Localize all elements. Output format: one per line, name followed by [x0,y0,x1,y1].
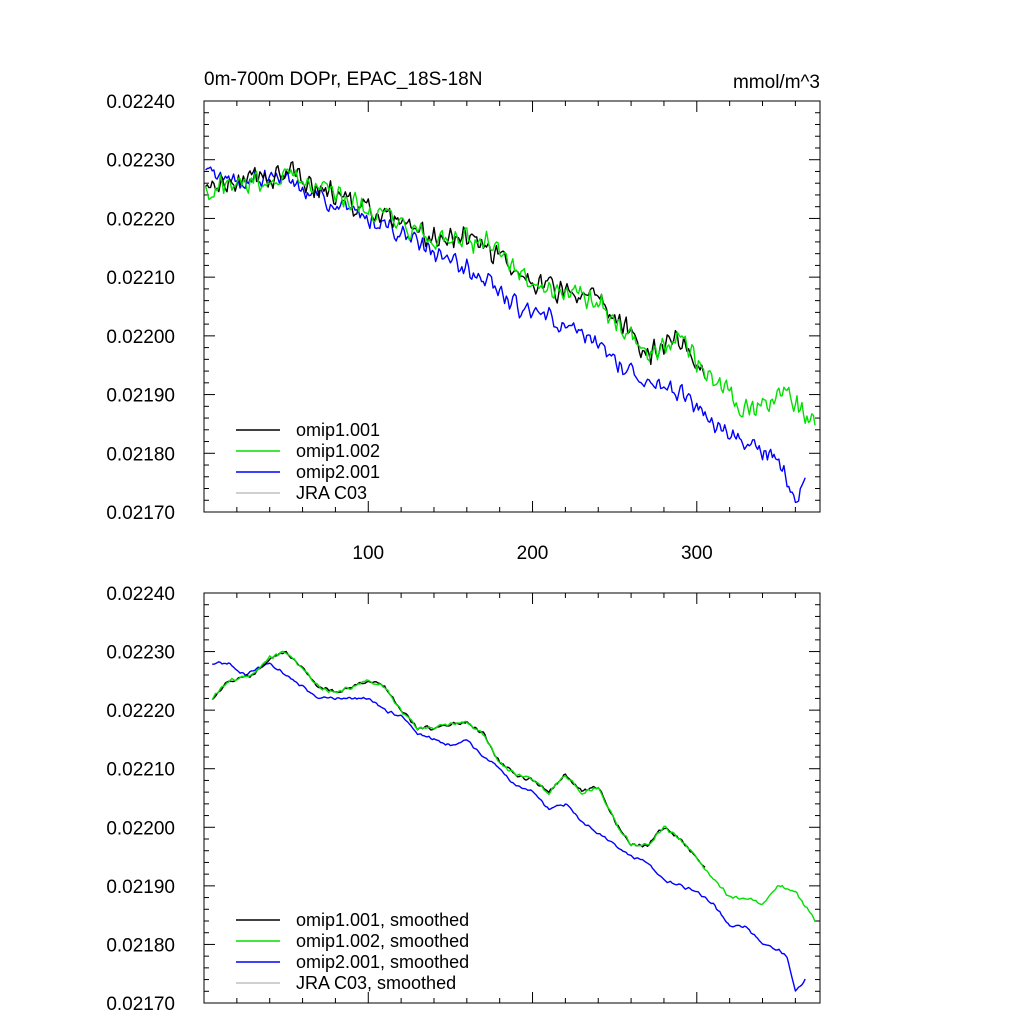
legend-label: omip2.001 [296,462,380,482]
y-tick-labels: 0.02170 0.02180 0.02190 0.02200 0.02210 0.022… [106,584,175,1015]
units-label: mmol/m^3 [733,72,820,93]
y-tick-label: 0.02240 [106,584,175,605]
x-tick-labels: 100 200 300 [352,543,712,564]
series-line-1 [211,650,816,923]
series-line-1 [204,168,816,426]
x-tick-label: 300 [681,543,713,564]
top-panel: 0m-700m DOPr, EPAC_18S-18N mmol/m^3 0.02… [106,69,821,564]
y-tick-label: 0.02220 [106,209,175,230]
bottom-panel: 0.02170 0.02180 0.02190 0.02200 0.02210 0.022… [106,584,821,1015]
legend-label: omip1.002 [296,441,380,461]
plot-frame [203,592,821,1004]
legend-label: omip1.002, smoothed [296,931,469,951]
axis-ticks [204,592,820,1004]
y-tick-label: 0.02230 [106,151,175,172]
y-tick-label: 0.02180 [106,935,175,956]
series-line-0 [211,650,706,868]
plot-frame [203,100,821,513]
x-tick-label: 200 [517,543,549,564]
y-tick-label: 0.02190 [106,386,175,407]
x-tick-label: 100 [352,543,384,564]
y-tick-label: 0.02190 [106,877,175,898]
y-tick-label: 0.02240 [106,92,175,113]
y-tick-label: 0.02200 [106,818,175,839]
legend-label: omip1.001, smoothed [296,910,469,930]
y-tick-label: 0.02220 [106,701,175,722]
chart-title: 0m-700m DOPr, EPAC_18S-18N [204,69,482,90]
y-tick-label: 0.02180 [106,444,175,465]
y-tick-label: 0.02170 [106,994,175,1015]
y-tick-label: 0.02210 [106,268,175,289]
legend-label: JRA C03, smoothed [296,973,456,993]
y-tick-label: 0.02210 [106,760,175,781]
legend-label: omip2.001, smoothed [296,952,469,972]
y-tick-label: 0.02230 [106,643,175,664]
series-line-2 [212,661,806,992]
y-tick-label: 0.02170 [106,503,175,524]
legend-label: omip1.001 [296,420,380,440]
series-lines [204,161,816,504]
series-line-0 [205,161,706,379]
y-tick-labels: 0.02170 0.02180 0.02190 0.02200 0.02210 0.022… [106,92,175,524]
axis-ticks [204,100,820,513]
series-lines [211,650,816,992]
y-tick-label: 0.02200 [106,327,175,348]
series-line-2 [205,166,806,504]
legend-label: JRA C03 [296,483,367,503]
